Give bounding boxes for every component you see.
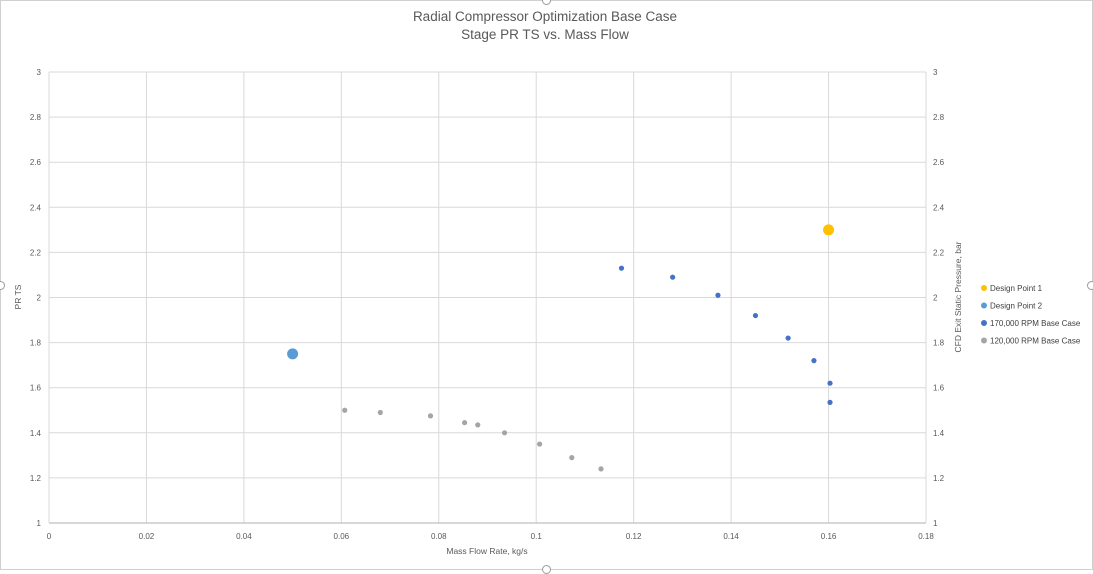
resize-handle-right[interactable] bbox=[1087, 281, 1093, 290]
data-point bbox=[377, 409, 383, 416]
data-point bbox=[475, 422, 481, 428]
gridlines bbox=[49, 71, 927, 523]
data-point bbox=[342, 407, 348, 413]
x-tick-label: 0.08 bbox=[431, 532, 447, 541]
data-point bbox=[569, 455, 575, 461]
y-axis-label: PR TS bbox=[13, 284, 23, 309]
x-tick-label: 0.06 bbox=[334, 532, 350, 541]
y2-tick-label: 2.2 bbox=[933, 248, 945, 257]
y2-tick-label: 2.6 bbox=[933, 158, 945, 167]
legend-entry[interactable]: 170,000 RPM Base Case bbox=[990, 319, 1081, 328]
data-point bbox=[752, 312, 759, 319]
y-tick-label: 2.2 bbox=[30, 248, 42, 257]
data-point bbox=[427, 413, 434, 419]
y2-tick-label: 2.8 bbox=[933, 113, 945, 122]
y-tick-label: 2.4 bbox=[30, 203, 42, 212]
x-tick-label: 0.16 bbox=[821, 532, 837, 541]
y-tick-label: 2 bbox=[37, 294, 42, 303]
legend-marker bbox=[981, 320, 987, 326]
resize-handle-top[interactable] bbox=[542, 0, 551, 5]
y-tick-label: 1.6 bbox=[30, 384, 42, 393]
legend[interactable]: Design Point 1 Design Point 2 170,000 RPM … bbox=[981, 284, 1081, 346]
chart-subtitle: Stage PR TS vs. Mass Flow bbox=[461, 27, 629, 42]
data-point bbox=[827, 399, 833, 405]
y-tick-label: 2.6 bbox=[30, 158, 42, 167]
y-tick-label: 1.8 bbox=[30, 339, 42, 348]
x-tick-labels: 0 0.02 0.04 0.06 0.08 0.1 0.12 0.14 0.16 0.18 bbox=[47, 532, 935, 541]
resize-handle-left[interactable] bbox=[0, 281, 5, 290]
x-tick-label: 0.04 bbox=[236, 532, 252, 541]
data-point bbox=[618, 265, 625, 271]
y2-tick-label: 1.4 bbox=[933, 429, 945, 438]
legend-entry[interactable]: 120,000 RPM Base Case bbox=[990, 337, 1081, 346]
axes bbox=[48, 72, 927, 524]
x-tick-label: 0.1 bbox=[531, 532, 543, 541]
legend-entry[interactable]: Design Point 2 bbox=[990, 302, 1043, 311]
data-point bbox=[827, 380, 833, 386]
x-tick-label: 0.18 bbox=[918, 532, 934, 541]
data-point bbox=[287, 348, 299, 360]
data-point bbox=[462, 420, 468, 426]
data-point bbox=[598, 466, 604, 472]
data-point bbox=[785, 335, 791, 341]
legend-marker bbox=[981, 285, 987, 291]
y2-axis-label: CFD Exit Static Pressure, bar bbox=[953, 241, 963, 352]
y2-tick-label: 2.4 bbox=[933, 203, 945, 212]
data-point bbox=[715, 292, 721, 298]
y2-tick-label: 1 bbox=[933, 519, 938, 528]
data-point bbox=[537, 441, 543, 447]
y2-tick-label: 1.2 bbox=[933, 474, 945, 483]
y-tick-labels: 1 1.2 1.4 1.6 1.8 2 2.2 2.4 2.6 2.8 3 bbox=[30, 68, 42, 528]
y2-tick-labels: 1 1.2 1.4 1.6 1.8 2 2.2 2.4 2.6 2.8 3 bbox=[933, 68, 945, 528]
y2-tick-label: 1.8 bbox=[933, 339, 945, 348]
x-tick-label: 0.02 bbox=[139, 532, 155, 541]
data-point bbox=[670, 274, 676, 280]
y-tick-label: 3 bbox=[37, 68, 42, 77]
data-point bbox=[823, 224, 835, 236]
data-point bbox=[501, 430, 508, 436]
x-tick-label: 0.14 bbox=[723, 532, 739, 541]
x-tick-label: 0.12 bbox=[626, 532, 642, 541]
y-tick-label: 2.8 bbox=[30, 113, 42, 122]
x-tick-label: 0 bbox=[47, 532, 52, 541]
x-axis-label: Mass Flow Rate, kg/s bbox=[446, 546, 527, 556]
data-point bbox=[811, 358, 817, 364]
y2-tick-label: 1.6 bbox=[933, 384, 945, 393]
y-tick-label: 1 bbox=[37, 519, 42, 528]
legend-entry[interactable]: Design Point 1 bbox=[990, 284, 1043, 293]
y2-tick-label: 2 bbox=[933, 294, 938, 303]
y-tick-label: 1.4 bbox=[30, 429, 42, 438]
legend-marker bbox=[981, 337, 987, 344]
y2-tick-label: 3 bbox=[933, 68, 938, 77]
legend-marker bbox=[981, 302, 987, 309]
chart-title: Radial Compressor Optimization Base Case bbox=[413, 9, 677, 24]
data-points bbox=[287, 224, 835, 472]
y-tick-label: 1.2 bbox=[30, 474, 42, 483]
